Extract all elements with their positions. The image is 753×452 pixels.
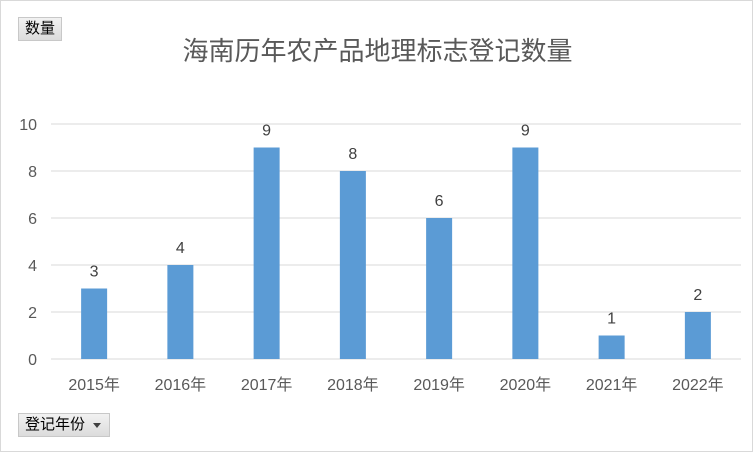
chart-title: 海南历年农产品地理标志登记数量 xyxy=(182,36,573,66)
x-tick-label: 2018年 xyxy=(327,376,379,394)
axis-field-button[interactable]: 登记年份 xyxy=(18,413,111,437)
value-field-button[interactable]: 数量 xyxy=(18,17,63,41)
y-tick-label: 10 xyxy=(19,117,37,134)
data-label: 6 xyxy=(435,193,444,210)
x-tick-label: 2020年 xyxy=(500,376,552,394)
data-label: 8 xyxy=(348,146,357,163)
bar xyxy=(598,335,625,359)
data-label: 3 xyxy=(90,264,99,281)
data-label: 9 xyxy=(521,123,530,140)
bar xyxy=(81,288,108,359)
bar xyxy=(167,265,194,359)
data-label: 1 xyxy=(607,311,616,328)
bar xyxy=(512,147,539,359)
bar xyxy=(339,171,366,359)
x-tick-label: 2016年 xyxy=(155,376,207,394)
data-label: 9 xyxy=(262,123,271,140)
x-tick-label: 2021年 xyxy=(586,376,638,394)
y-tick-label: 0 xyxy=(28,352,37,369)
x-tick-label: 2017年 xyxy=(241,376,293,394)
data-label: 4 xyxy=(176,240,185,257)
y-tick-label: 2 xyxy=(28,305,37,322)
bar xyxy=(426,218,453,359)
x-tick-label: 2019年 xyxy=(413,376,465,394)
y-tick-label: 4 xyxy=(28,258,37,275)
value-field-label: 数量 xyxy=(25,20,56,37)
bar xyxy=(253,147,280,359)
y-tick-label: 6 xyxy=(28,211,37,228)
x-tick-label: 2022年 xyxy=(672,376,724,394)
axis-field-label: 登记年份 xyxy=(25,416,86,433)
triangle-down-icon[interactable] xyxy=(93,423,102,428)
data-label: 2 xyxy=(693,287,702,304)
bar xyxy=(684,312,711,359)
x-tick-label: 2015年 xyxy=(68,376,120,394)
y-tick-label: 8 xyxy=(28,164,37,181)
